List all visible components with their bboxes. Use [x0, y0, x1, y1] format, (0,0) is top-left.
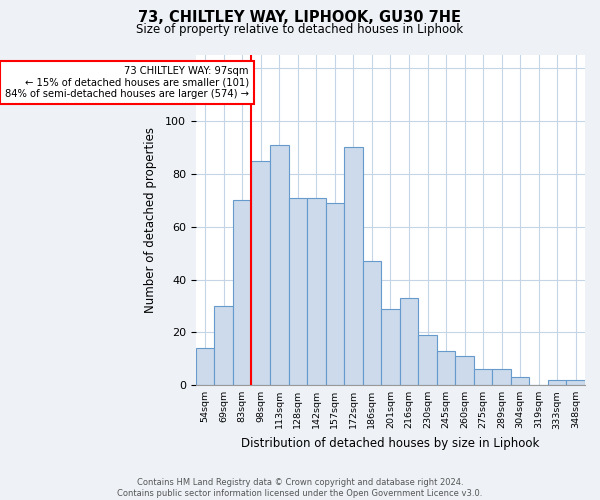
Text: Contains HM Land Registry data © Crown copyright and database right 2024.
Contai: Contains HM Land Registry data © Crown c… [118, 478, 482, 498]
Text: 73, CHILTLEY WAY, LIPHOOK, GU30 7HE: 73, CHILTLEY WAY, LIPHOOK, GU30 7HE [139, 10, 461, 25]
Bar [455, 356, 474, 385]
Text: Size of property relative to detached houses in Liphook: Size of property relative to detached ho… [136, 22, 464, 36]
Text: 73 CHILTLEY WAY: 97sqm
← 15% of detached houses are smaller (101)
84% of semi-de: 73 CHILTLEY WAY: 97sqm ← 15% of detached… [5, 66, 249, 99]
Bar [362, 261, 381, 385]
Bar [418, 335, 437, 385]
Bar [511, 378, 529, 385]
Bar [566, 380, 585, 385]
Bar [307, 198, 326, 385]
Bar [326, 203, 344, 385]
Y-axis label: Number of detached properties: Number of detached properties [144, 127, 157, 313]
Bar [344, 148, 362, 385]
Bar [437, 351, 455, 385]
Bar [233, 200, 251, 385]
Bar [289, 198, 307, 385]
Bar [474, 370, 493, 385]
Bar [548, 380, 566, 385]
X-axis label: Distribution of detached houses by size in Liphook: Distribution of detached houses by size … [241, 437, 539, 450]
Bar [381, 308, 400, 385]
Bar [196, 348, 214, 385]
Bar [400, 298, 418, 385]
Bar [270, 145, 289, 385]
Bar [251, 160, 270, 385]
Bar [214, 306, 233, 385]
Bar [493, 370, 511, 385]
